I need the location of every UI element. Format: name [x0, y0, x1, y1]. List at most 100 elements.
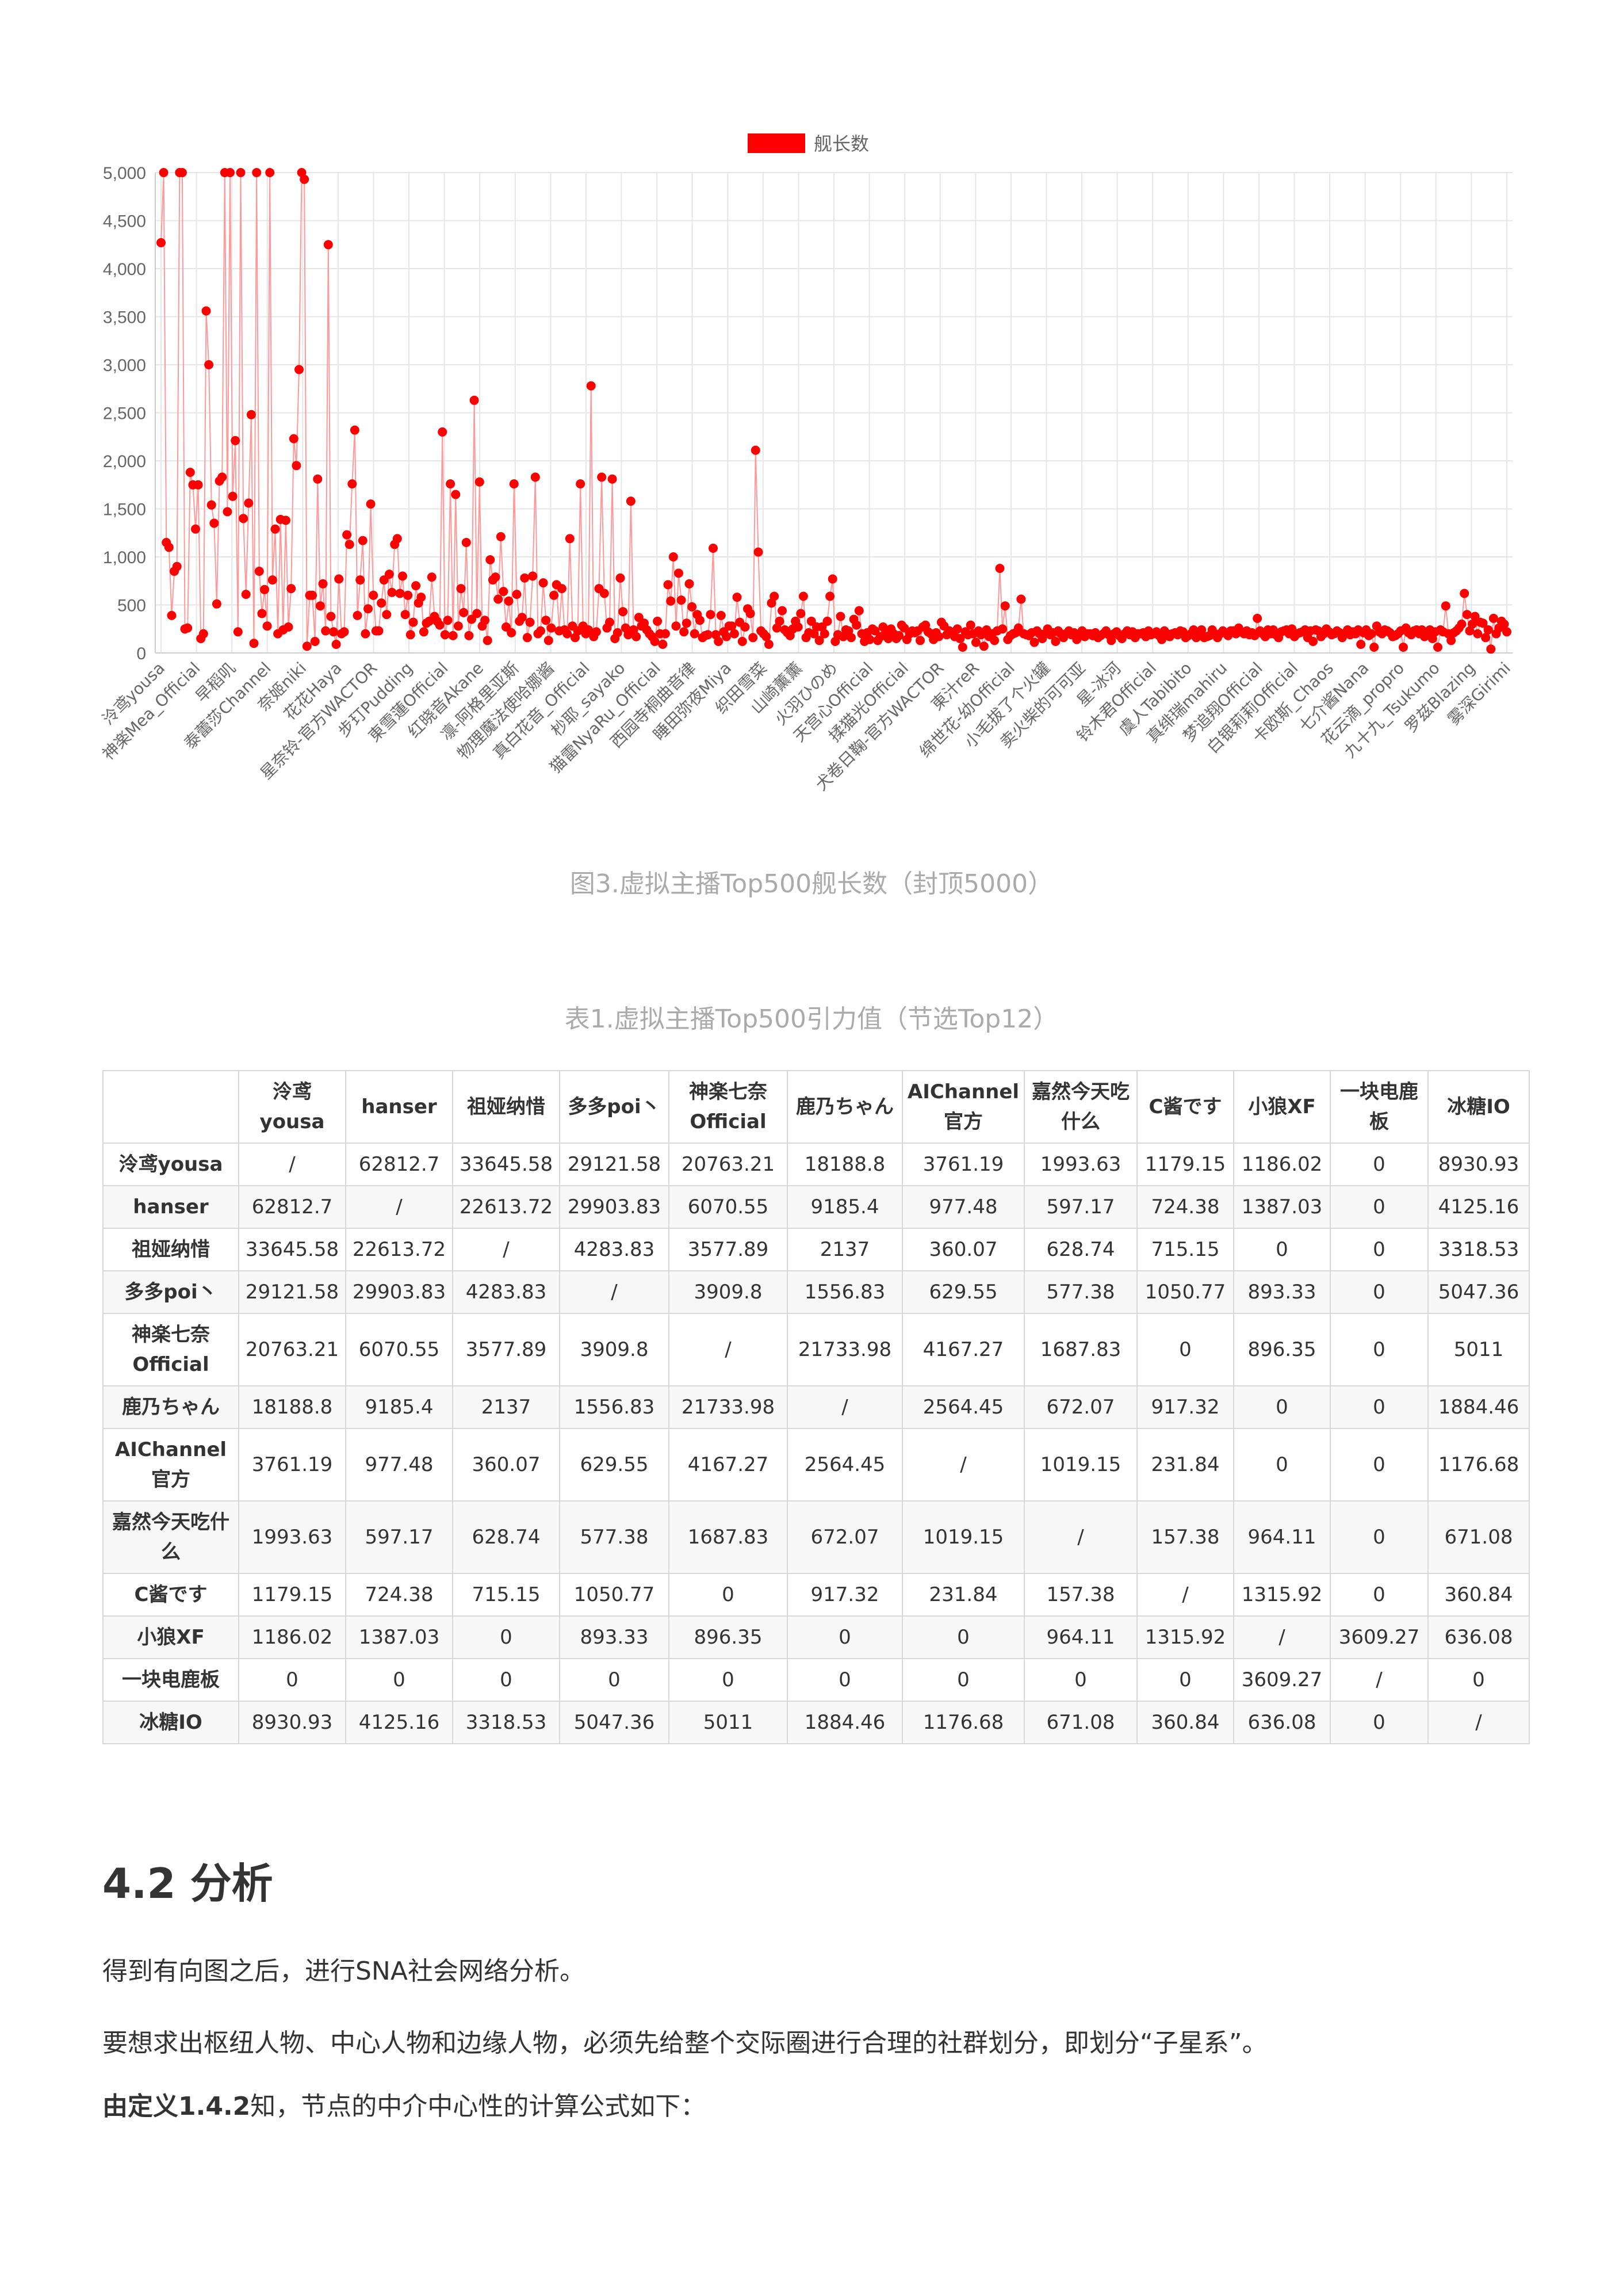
table-row: 祖娅纳惜 33645.58 22613.72/4283.83 3577.89 2137 3… [102, 1228, 1530, 1271]
table-cell: / [452, 1228, 560, 1271]
data-point [1473, 629, 1483, 639]
data-point [361, 629, 370, 639]
column-header: 多多poi丶 [559, 1070, 669, 1144]
data-point [740, 622, 750, 632]
table-cell: 715.15 [1136, 1228, 1234, 1271]
data-point [679, 627, 689, 637]
data-point [916, 636, 925, 645]
data-point [405, 630, 415, 640]
data-point [323, 240, 333, 250]
data-point [286, 584, 296, 594]
data-point [820, 629, 829, 639]
table-cell: 0 [902, 1615, 1025, 1659]
table-caption: 表1.虚拟主播Top500引力值（节选Top12） [564, 1004, 1059, 1034]
data-point [687, 602, 697, 612]
data-point [793, 622, 803, 632]
data-point [474, 477, 484, 487]
table-cell: 157.38 [1024, 1573, 1138, 1617]
table-cell: 0 [668, 1573, 788, 1617]
y-tick-label: 1,500 [103, 501, 146, 519]
table-row: C酱です 1179.15 724.38 715.15 1050.77 0 917.32 231… [102, 1573, 1530, 1617]
data-point [613, 628, 622, 637]
data-point [695, 616, 705, 625]
data-point [355, 575, 365, 585]
y-tick-label: 5,000 [103, 164, 146, 183]
data-point [666, 596, 676, 606]
data-point [315, 601, 325, 611]
data-point [493, 594, 503, 604]
y-tick-label: 3,500 [103, 308, 146, 327]
data-point [599, 589, 609, 598]
data-point [347, 479, 357, 489]
table-cell: 3761.19 [902, 1143, 1025, 1186]
data-point [1462, 610, 1472, 620]
table-cell: 2137 [787, 1228, 903, 1271]
data-point [615, 573, 625, 583]
data-point [342, 530, 352, 540]
table-cell: 3609.27 [1233, 1658, 1331, 1702]
table-cell: 0 [787, 1658, 903, 1702]
paragraph: 要想求出枢纽人物、中心人物和边缘人物，必须先给整个交际圈进行合理的社群划分，即划… [102, 2028, 1268, 2058]
data-point [761, 632, 771, 641]
data-point [674, 568, 683, 578]
data-point [461, 538, 471, 547]
table-cell: 360.07 [902, 1228, 1025, 1271]
data-point [398, 571, 407, 581]
table-cell: 1019.15 [902, 1500, 1025, 1574]
data-point [416, 593, 426, 602]
data-point [979, 641, 989, 651]
table-cell: 62812.7 [238, 1185, 346, 1229]
column-header: 冰糖IO [1427, 1070, 1530, 1144]
data-point [825, 591, 835, 601]
data-point [796, 609, 806, 618]
data-point [156, 238, 166, 247]
data-point [998, 624, 1008, 634]
data-point [706, 610, 715, 620]
table-cell: 2564.45 [787, 1428, 903, 1502]
table-cell: 1993.63 [1024, 1143, 1138, 1186]
paragraph: 得到有向图之后，进行SNA社会网络分析。 [102, 1957, 585, 1986]
data-point [228, 491, 238, 501]
table-cell: / [1233, 1615, 1331, 1659]
column-header: 小狼XF [1233, 1070, 1331, 1144]
row-header: 鹿乃ちゃん [102, 1385, 239, 1429]
table-cell: 1019.15 [1024, 1428, 1138, 1502]
data-point [326, 612, 336, 621]
definition-reference: 由定义1.4.2 [102, 2092, 251, 2121]
table-cell: 964.11 [1233, 1500, 1331, 1574]
column-header: AIChannel官方 [902, 1070, 1025, 1144]
table-cell: 0 [1136, 1313, 1234, 1386]
data-point [814, 636, 824, 645]
data-point [509, 479, 519, 489]
data-point [265, 168, 275, 177]
table-cell: 671.08 [1024, 1701, 1138, 1744]
table-cell: 5011 [1427, 1313, 1530, 1386]
data-point [663, 580, 673, 590]
table-cell: 360.07 [452, 1428, 560, 1502]
data-point [392, 534, 402, 544]
data-point [313, 474, 323, 484]
data-point [714, 637, 724, 646]
table-cell: 597.17 [345, 1500, 453, 1574]
data-point [729, 629, 739, 639]
row-header: hanser [102, 1185, 239, 1229]
data-point [254, 567, 264, 576]
table-cell: 1179.15 [238, 1573, 346, 1617]
data-point [472, 609, 482, 618]
table-cell: 29121.58 [238, 1270, 346, 1314]
data-point [966, 620, 975, 630]
data-point [344, 540, 354, 549]
data-point [377, 598, 386, 608]
gravity-table: 泠鸢yousa hanser 祖娅纳惜 多多poi丶 神楽七奈Official 鹿乃ちゃん… [102, 1070, 1530, 1744]
data-point [294, 365, 304, 375]
data-point [172, 561, 182, 571]
legend-swatch [748, 133, 805, 153]
data-point [329, 627, 338, 637]
table-cell: / [1024, 1500, 1138, 1574]
table-cell: 0 [1233, 1385, 1331, 1429]
data-point [212, 599, 221, 609]
table-row: 嘉然今天吃什么 1993.63 597.17 628.74 577.38 1687.83 6… [102, 1500, 1530, 1574]
table-cell: 0 [1330, 1313, 1429, 1386]
data-point [310, 637, 320, 646]
y-tick-label: 2,000 [103, 452, 146, 471]
